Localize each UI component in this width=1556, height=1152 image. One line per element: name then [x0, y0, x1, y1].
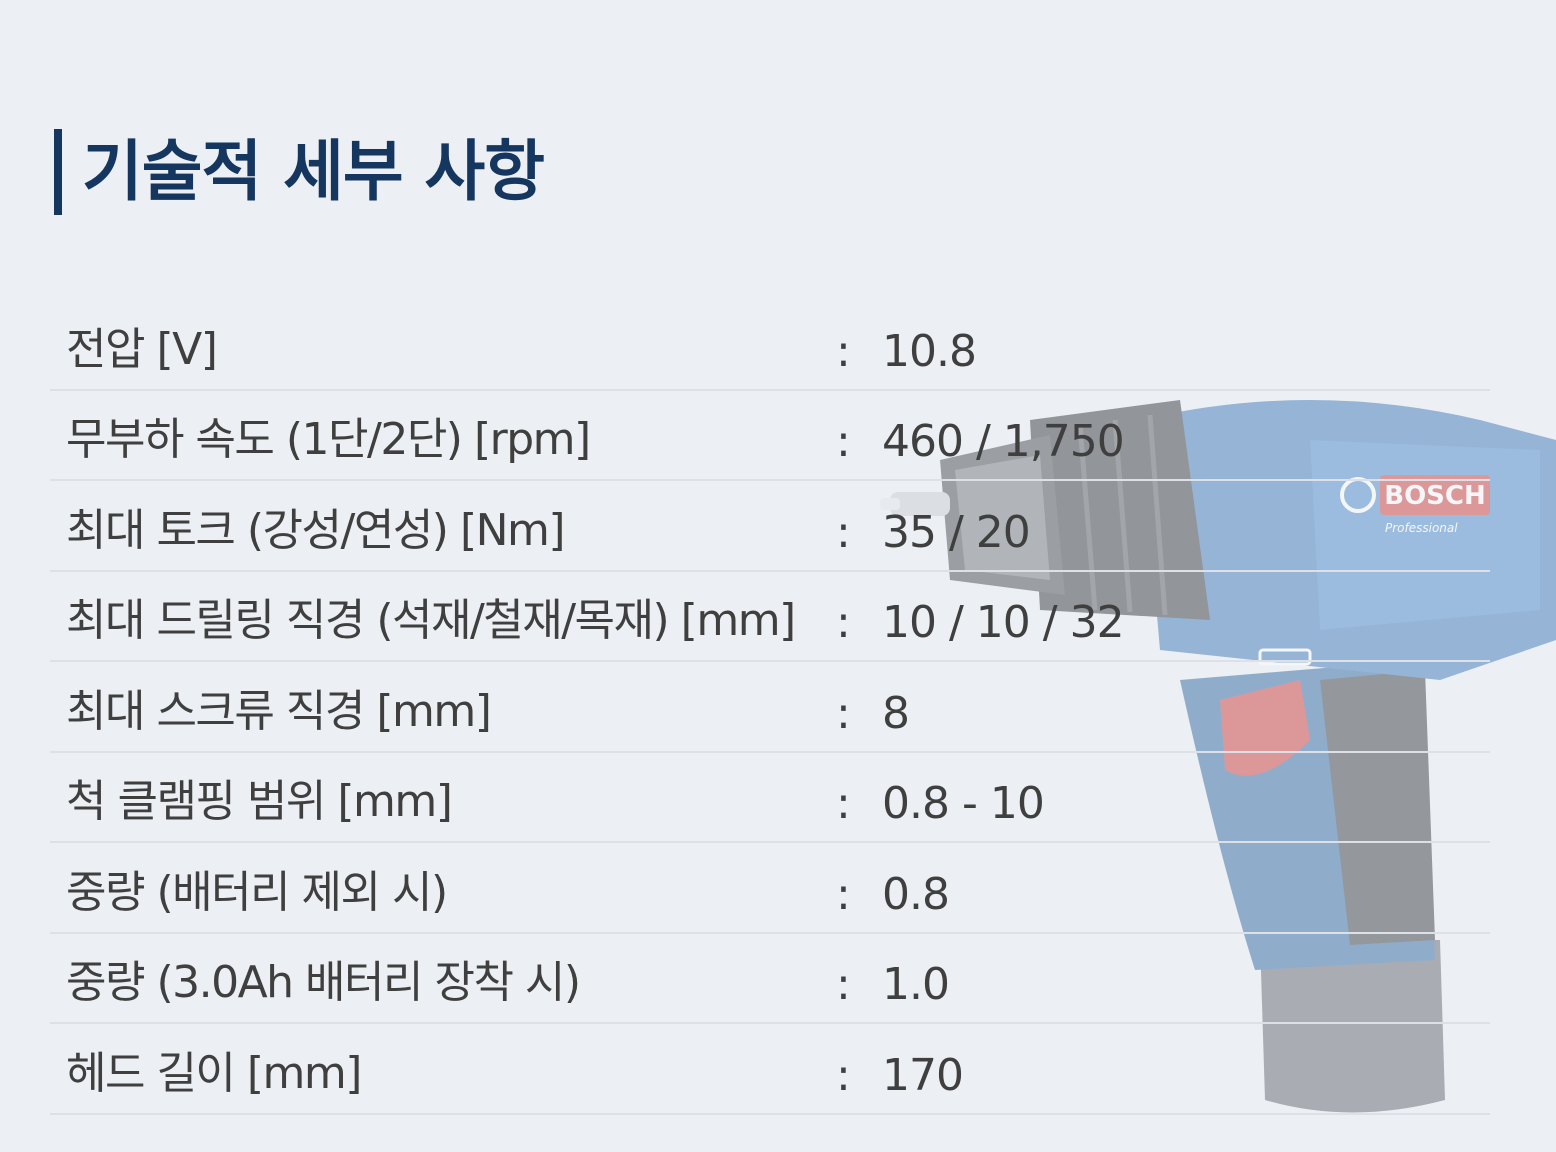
spec-label: 척 클램핑 범위 [mm] [66, 776, 453, 827]
spec-row-head-length: 헤드 길이 [mm] : 170 [50, 1024, 1490, 1115]
spec-colon: : [836, 778, 851, 829]
spec-label: 최대 스크류 직경 [mm] [66, 685, 492, 737]
spec-row-weight-without-battery: 중량 (배터리 제외 시) : 0.8 [50, 843, 1490, 934]
spec-label: 최대 드릴링 직경 (석재/철재/목재) [mm] [66, 595, 796, 646]
spec-label: 전압 [V] [66, 323, 218, 375]
brand-logo-text: BOSCH [1384, 481, 1486, 511]
drill-product-image: BOSCH Professional [880, 400, 1556, 1113]
spec-colon: : [836, 1049, 851, 1101]
brand-line-text: Professional [1385, 521, 1458, 535]
spec-label: 무부하 속도 (1단/2단) [rpm] [66, 414, 591, 465]
spec-value: 10.8 [882, 325, 977, 377]
spec-row-max-drilling-diameter: 최대 드릴링 직경 (석재/철재/목재) [mm] : 10 / 10 / 32 [50, 572, 1490, 662]
spec-row-max-screw-diameter: 최대 스크류 직경 [mm] : 8 [50, 662, 1490, 753]
spec-value: 8 [882, 687, 910, 739]
spec-label: 중량 (3.0Ah 배터리 장착 시) [66, 957, 581, 1008]
spec-colon: : [836, 868, 851, 920]
title-accent-bar [54, 129, 62, 215]
spec-row-no-load-speed: 무부하 속도 (1단/2단) [rpm] : 460 / 1,750 [50, 391, 1490, 481]
spec-colon: : [836, 506, 851, 558]
spec-row-chuck-clamping-range: 척 클램핑 범위 [mm] : 0.8 - 10 [50, 753, 1490, 843]
spec-value: 10 / 10 / 32 [882, 597, 1125, 648]
spec-value: 170 [882, 1049, 964, 1101]
spec-row-max-torque: 최대 토크 (강성/연성) [Nm] : 35 / 20 [50, 481, 1490, 572]
spec-label: 중량 (배터리 제외 시) [66, 866, 448, 918]
spec-value: 35 / 20 [882, 506, 1031, 558]
spec-colon: : [836, 325, 851, 377]
spec-table: 전압 [V] : 10.8 무부하 속도 (1단/2단) [rpm] : 460… [50, 300, 1490, 1115]
spec-value: 0.8 [882, 868, 950, 920]
section-title: 기술적 세부 사항 [82, 133, 545, 210]
spec-value: 1.0 [882, 959, 950, 1010]
spec-row-voltage: 전압 [V] : 10.8 [50, 300, 1490, 391]
spec-value: 0.8 - 10 [882, 778, 1045, 829]
spec-label: 헤드 길이 [mm] [66, 1047, 362, 1099]
spec-row-weight-with-battery: 중량 (3.0Ah 배터리 장착 시) : 1.0 [50, 934, 1490, 1024]
spec-label: 최대 토크 (강성/연성) [Nm] [66, 504, 566, 556]
spec-colon: : [836, 416, 851, 467]
spec-colon: : [836, 597, 851, 648]
section-heading: 기술적 세부 사항 [54, 128, 545, 216]
spec-value: 460 / 1,750 [882, 416, 1125, 467]
spec-colon: : [836, 959, 851, 1010]
spec-colon: : [836, 687, 851, 739]
